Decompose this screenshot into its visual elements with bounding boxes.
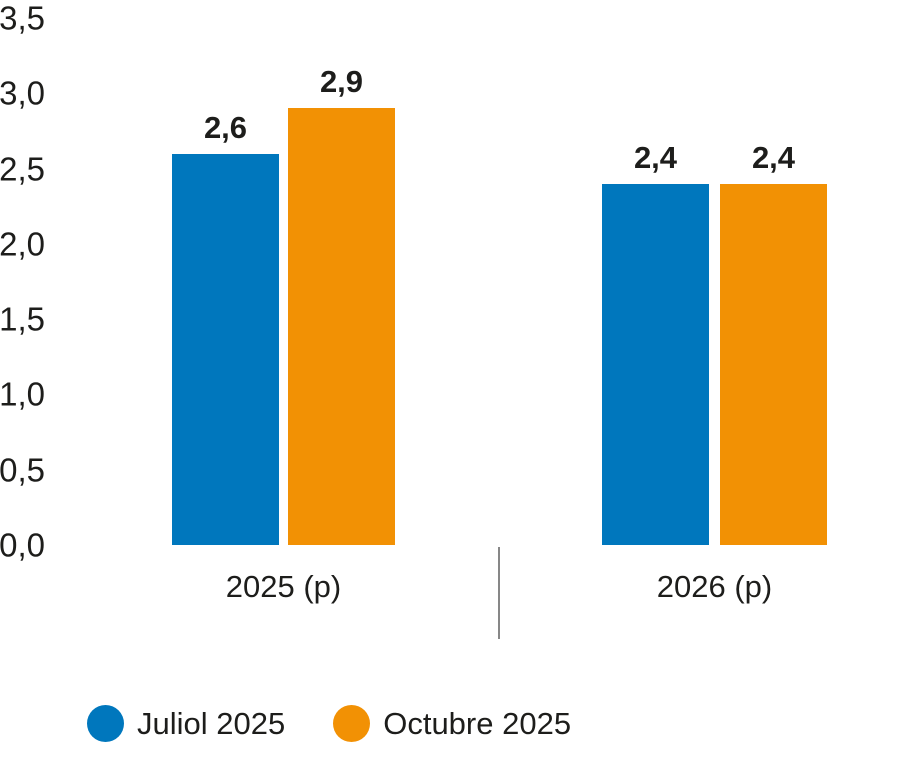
bar-column: 2,4 [602, 142, 709, 545]
y-tick-label: 2,0 [0, 225, 45, 263]
legend-swatch-circle-icon [333, 705, 371, 742]
group-divider-line [498, 547, 500, 639]
bar-column: 2,6 [172, 112, 279, 545]
plot-area: 2,6 2,9 2,4 2,4 [0, 18, 923, 545]
legend-label: Juliol 2025 [137, 706, 286, 741]
x-category-label: 2026 (p) [656, 569, 773, 604]
y-tick-label: 0,5 [0, 451, 45, 489]
legend: Juliol 2025 Octubre 2025 [87, 705, 571, 742]
bar [720, 183, 827, 545]
bar-value-label: 2,4 [633, 139, 678, 175]
bar-column: 2,4 [720, 142, 827, 545]
bar-value-label: 2,4 [751, 139, 796, 175]
y-tick-label: 2,5 [0, 150, 45, 188]
bar-value-label: 2,6 [203, 109, 248, 145]
bar-group: 2,4 2,4 [602, 18, 827, 545]
bar [288, 108, 395, 545]
legend-label: Octubre 2025 [383, 706, 572, 741]
x-category-label: 2025 (p) [225, 569, 342, 604]
bar-column: 2,9 [288, 66, 395, 545]
y-tick-label: 0,0 [0, 526, 45, 564]
legend-item: Juliol 2025 [87, 705, 285, 742]
bar-group: 2,6 2,9 [172, 18, 395, 545]
y-tick-label: 3,0 [0, 74, 45, 112]
y-tick-label: 1,5 [0, 300, 45, 338]
legend-swatch-circle-icon [87, 705, 124, 742]
bar [602, 183, 709, 545]
bar [172, 153, 279, 545]
legend-item: Octubre 2025 [333, 705, 571, 742]
bar-value-label: 2,9 [319, 64, 364, 100]
y-tick-label: 3,5 [0, 0, 45, 37]
y-tick-label: 1,0 [0, 375, 45, 413]
y-axis: 0,0 0,5 1,0 1,5 2,0 2,5 3,0 3,5 [0, 2, 45, 562]
